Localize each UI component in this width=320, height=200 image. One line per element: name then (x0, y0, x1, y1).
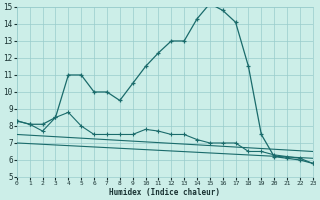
X-axis label: Humidex (Indice chaleur): Humidex (Indice chaleur) (109, 188, 220, 197)
